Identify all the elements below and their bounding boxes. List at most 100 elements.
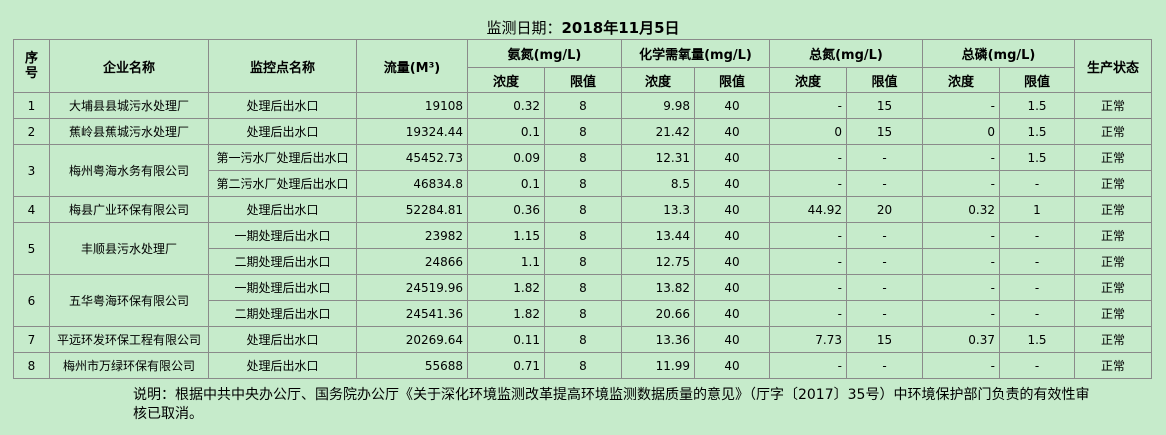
cell-tn-conc: 0 <box>769 118 847 145</box>
cell-cod-conc: 12.75 <box>621 248 695 275</box>
cell-ammonia-limit: 8 <box>544 196 622 223</box>
cell-cod-limit: 40 <box>694 274 770 301</box>
header-tp-conc: 浓度 <box>922 67 1000 93</box>
cell-ammonia-limit: 8 <box>544 144 622 171</box>
header-status: 生产状态 <box>1074 39 1152 93</box>
cell-tp-conc: - <box>922 170 1000 197</box>
cell-tp-conc: - <box>922 222 1000 249</box>
cell-company: 梅州市万绿环保有限公司 <box>49 352 209 379</box>
cell-ammonia-conc: 0.1 <box>467 170 545 197</box>
cell-ammonia-conc: 1.82 <box>467 300 545 327</box>
cell-tp-limit: 1 <box>999 196 1075 223</box>
date-value: 2018年11月5日 <box>561 19 680 37</box>
cell-point: 第二污水厂处理后出水口 <box>208 170 357 197</box>
header-cod: 化学需氧量(mg/L) <box>621 39 770 68</box>
cell-ammonia-conc: 0.1 <box>467 118 545 145</box>
cell-cod-limit: 40 <box>694 170 770 197</box>
cell-flow: 20269.64 <box>356 326 468 353</box>
cell-flow: 19324.44 <box>356 118 468 145</box>
cell-ammonia-conc: 0.09 <box>467 144 545 171</box>
monitoring-date: 监测日期：2018年11月5日 <box>0 18 1166 38</box>
cell-tp-conc: - <box>922 92 1000 119</box>
cell-ammonia-conc: 0.36 <box>467 196 545 223</box>
cell-tn-conc: 7.73 <box>769 326 847 353</box>
cell-point: 二期处理后出水口 <box>208 248 357 275</box>
cell-tn-limit: 15 <box>846 326 923 353</box>
cell-ammonia-conc: 0.32 <box>467 92 545 119</box>
cell-tn-limit: 20 <box>846 196 923 223</box>
cell-cod-conc: 12.31 <box>621 144 695 171</box>
cell-point: 一期处理后出水口 <box>208 274 357 301</box>
cell-tn-limit: - <box>846 300 923 327</box>
cell-ammonia-limit: 8 <box>544 352 622 379</box>
cell-tn-conc: - <box>769 144 847 171</box>
cell-seq: 3 <box>13 144 50 197</box>
cell-cod-conc: 11.99 <box>621 352 695 379</box>
cell-tp-conc: - <box>922 352 1000 379</box>
header-company: 企业名称 <box>49 39 209 93</box>
cell-point: 二期处理后出水口 <box>208 300 357 327</box>
cell-cod-limit: 40 <box>694 196 770 223</box>
cell-flow: 24541.36 <box>356 300 468 327</box>
cell-tp-conc: - <box>922 274 1000 301</box>
monitoring-table: 序号 企业名称 监控点名称 流量(M³) 氨氮(mg/L) 化学需氧量(mg/L… <box>13 39 1152 379</box>
header-flow: 流量(M³) <box>356 39 468 93</box>
cell-tn-limit: - <box>846 222 923 249</box>
cell-point: 一期处理后出水口 <box>208 222 357 249</box>
cell-status: 正常 <box>1074 352 1152 379</box>
cell-cod-conc: 8.5 <box>621 170 695 197</box>
table-row: 6 五华粤海环保有限公司 一期处理后出水口 24519.96 1.82 8 13… <box>13 274 1152 327</box>
cell-cod-conc: 13.3 <box>621 196 695 223</box>
cell-tp-conc: 0 <box>922 118 1000 145</box>
cell-point: 处理后出水口 <box>208 326 357 353</box>
cell-status: 正常 <box>1074 196 1152 223</box>
cell-tn-conc: - <box>769 92 847 119</box>
table-row: 2 蕉岭县蕉城污水处理厂 处理后出水口 19324.44 0.1 8 21.42… <box>13 118 1152 145</box>
table-row: 4 梅县广业环保有限公司 处理后出水口 52284.81 0.36 8 13.3… <box>13 196 1152 223</box>
cell-tp-limit: - <box>999 352 1075 379</box>
cell-tp-limit: - <box>999 248 1075 275</box>
cell-company: 丰顺县污水处理厂 <box>49 222 209 275</box>
cell-cod-limit: 40 <box>694 352 770 379</box>
header-tp: 总磷(mg/L) <box>922 39 1075 68</box>
cell-seq: 1 <box>13 92 50 119</box>
cell-cod-limit: 40 <box>694 222 770 249</box>
cell-cod-conc: 21.42 <box>621 118 695 145</box>
cell-cod-conc: 20.66 <box>621 300 695 327</box>
table-row: 8 梅州市万绿环保有限公司 处理后出水口 55688 0.71 8 11.99 … <box>13 352 1152 379</box>
cell-point: 处理后出水口 <box>208 352 357 379</box>
cell-tp-limit: 1.5 <box>999 92 1075 119</box>
cell-tp-limit: - <box>999 222 1075 249</box>
cell-status: 正常 <box>1074 326 1152 353</box>
header-seq: 序号 <box>13 39 50 93</box>
cell-status: 正常 <box>1074 144 1152 171</box>
cell-tn-limit: - <box>846 248 923 275</box>
cell-tn-conc: - <box>769 274 847 301</box>
cell-flow: 46834.8 <box>356 170 468 197</box>
cell-tn-limit: - <box>846 352 923 379</box>
cell-flow: 45452.73 <box>356 144 468 171</box>
cell-tn-limit: 15 <box>846 92 923 119</box>
cell-tn-limit: - <box>846 170 923 197</box>
header-cod-limit: 限值 <box>694 67 770 93</box>
header-ammonia-conc: 浓度 <box>467 67 545 93</box>
header-point: 监控点名称 <box>208 39 357 93</box>
cell-tp-conc: - <box>922 144 1000 171</box>
cell-cod-conc: 13.82 <box>621 274 695 301</box>
cell-status: 正常 <box>1074 170 1152 197</box>
cell-tp-conc: 0.37 <box>922 326 1000 353</box>
cell-tn-conc: - <box>769 248 847 275</box>
cell-flow: 24519.96 <box>356 274 468 301</box>
cell-cod-limit: 40 <box>694 300 770 327</box>
cell-point: 处理后出水口 <box>208 118 357 145</box>
cell-ammonia-limit: 8 <box>544 92 622 119</box>
cell-ammonia-limit: 8 <box>544 300 622 327</box>
cell-tp-limit: 1.5 <box>999 118 1075 145</box>
cell-tp-limit: - <box>999 170 1075 197</box>
cell-company: 五华粤海环保有限公司 <box>49 274 209 327</box>
cell-tp-limit: 1.5 <box>999 144 1075 171</box>
cell-status: 正常 <box>1074 248 1152 275</box>
cell-company: 梅州粤海水务有限公司 <box>49 144 209 197</box>
cell-tn-conc: - <box>769 170 847 197</box>
cell-ammonia-limit: 8 <box>544 222 622 249</box>
